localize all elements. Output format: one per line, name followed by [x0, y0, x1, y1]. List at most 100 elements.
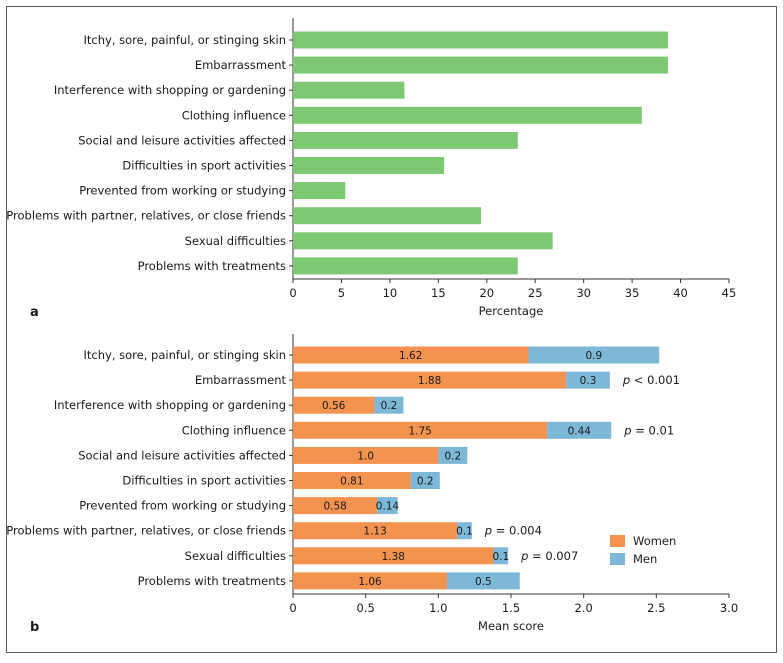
- legend-women-label: Women: [633, 534, 676, 548]
- panel-a-bar: [293, 81, 405, 99]
- panel-b-women-value-label: 0.81: [340, 476, 363, 488]
- panel-b-men-bar: [374, 396, 404, 414]
- panel-a-x-tick-label: 20: [479, 286, 494, 300]
- panel-a-x-tick-label: 15: [431, 286, 446, 300]
- p-value-text: = 0.007: [528, 549, 578, 563]
- panel-a-category-label: Itchy, sore, painful, or stinging skin: [84, 33, 286, 47]
- panel-a-category-label: Interference with shopping or gardening: [54, 83, 286, 97]
- panel-b-women-value-label: 1.75: [408, 425, 431, 437]
- panel-a-bar: [293, 257, 518, 275]
- panel-a-x-tick-label: 0: [289, 286, 296, 300]
- panel-b-women-bar: [293, 421, 548, 439]
- legend-men-swatch: [610, 553, 625, 565]
- panel-b-men-bar: [547, 421, 612, 439]
- panel-a-x-tick-label: 25: [528, 286, 543, 300]
- panel-b-category-label: Itchy, sore, painful, or stinging skin: [84, 348, 286, 362]
- legend-men-label: Men: [633, 552, 657, 566]
- panel-b-category-label: Embarrassment: [195, 373, 287, 387]
- panel-a-x-tick-label: 35: [625, 286, 640, 300]
- panel-a-category-label: Social and leisure activities affected: [78, 133, 286, 147]
- legend: Women Men: [610, 534, 676, 566]
- panel-a-category-label: Sexual difficulties: [185, 234, 286, 248]
- panel-a-category-label: Prevented from working or studying: [79, 184, 286, 198]
- panel-b-men-bar: [528, 346, 660, 364]
- panel-b-women-value-label: 1.06: [358, 576, 382, 588]
- panel-b-xlabel: Mean score: [478, 619, 544, 633]
- panel-b-category-label: Prevented from working or studying: [79, 499, 286, 513]
- p-symbol: p: [622, 373, 630, 387]
- panel-a-bar: [293, 31, 668, 49]
- panel-a-bar: [293, 157, 445, 174]
- panel-a-bar: [293, 232, 553, 250]
- panel-b-men-value-label: 0.5: [475, 576, 492, 588]
- panel-b-men-value-label: 0.2: [381, 400, 398, 412]
- p-symbol: p: [623, 423, 631, 437]
- panel-a-xlabel: Percentage: [479, 304, 544, 318]
- panel-b-women-bar: [293, 446, 439, 464]
- panel-a-x-tick-label: 30: [576, 286, 591, 300]
- panel-b-women-bar: [293, 396, 375, 414]
- panel-a-bar: [293, 56, 668, 74]
- panel-b-men-value-label: 0.1: [456, 526, 473, 538]
- panel-a-letter: a: [30, 305, 39, 320]
- panel-b-men-value-label: 0.9: [585, 350, 602, 362]
- panel-b-x-tick-label: 0: [289, 601, 296, 615]
- panel-b-women-bar: [293, 472, 411, 489]
- panel-b-p-value-annotation: p = 0.007: [520, 549, 578, 563]
- panel-a-bar: [293, 207, 481, 225]
- panel-b-women-value-label: 0.58: [323, 501, 346, 513]
- panel-b-men-value-label: 0.14: [376, 501, 400, 513]
- panel-b-women-bar: [293, 346, 529, 364]
- p-value-text: = 0.004: [492, 524, 542, 538]
- panel-b-men-bar: [457, 522, 472, 540]
- panel-a-x-tick-label: 10: [383, 286, 398, 300]
- legend-women-swatch: [610, 535, 625, 547]
- panel-b-men-bar: [566, 371, 610, 389]
- panel-b-men-value-label: 0.1: [492, 551, 509, 563]
- panel-b-x-tick-label: 0.5: [357, 601, 375, 615]
- panel-b-men-bar: [493, 547, 509, 565]
- panel-b-category-label: Interference with shopping or gardening: [54, 398, 286, 412]
- panel-b-x-tick-label: 1.5: [502, 601, 520, 615]
- panel-a-bar: [293, 106, 642, 124]
- panel-b-women-bar: [293, 522, 458, 540]
- panel-b-women-value-label: 1.13: [363, 526, 386, 538]
- panel-b-x-tick-label: 1.0: [429, 601, 447, 615]
- panel-a-category-label: Difficulties in sport activities: [122, 159, 286, 173]
- panel-b-category-label: Difficulties in sport activities: [122, 474, 286, 488]
- panel-a-x-tick-label: 5: [338, 286, 345, 300]
- panel-a-category-label: Embarrassment: [195, 58, 287, 72]
- panel-b-women-value-label: 1.0: [357, 450, 374, 462]
- panel-a-chart: Itchy, sore, painful, or stinging skin Em…: [6, 18, 736, 300]
- panel-b-category-label: Sexual difficulties: [185, 549, 286, 563]
- panel-b-women-value-label: 1.88: [418, 375, 441, 387]
- panel-b-category-label: Clothing influence: [182, 423, 286, 437]
- panel-b-men-bar: [447, 572, 520, 590]
- panel-b-x-tick-label: 2.0: [575, 601, 593, 615]
- panel-b-men-bar: [410, 472, 440, 489]
- panel-b-chart: Itchy, sore, painful, or stinging skin 1.…: [6, 334, 738, 615]
- panel-b-women-bar: [293, 572, 448, 590]
- p-value-text: < 0.001: [630, 373, 680, 387]
- panel-b-men-value-label: 0.2: [445, 450, 462, 462]
- panel-b-women-value-label: 1.38: [382, 551, 405, 563]
- panel-b-category-label: Social and leisure activities affected: [78, 448, 286, 462]
- panel-b-x-tick-label: 3.0: [720, 601, 738, 615]
- panel-b-women-bar: [293, 497, 378, 515]
- panel-b-letter: b: [30, 620, 39, 635]
- figure-border: [6, 6, 777, 653]
- p-value-text: = 0.01: [632, 423, 675, 437]
- panel-a-category-label: Problems with partner, relatives, or clo…: [6, 209, 286, 223]
- panel-b-p-value-annotation: p = 0.01: [623, 423, 674, 437]
- panel-b-men-bar: [377, 497, 398, 515]
- panel-b-women-bar: [293, 371, 567, 389]
- panel-b-women-bar: [293, 547, 494, 565]
- p-symbol: p: [520, 549, 528, 563]
- panel-b-men-value-label: 0.2: [417, 476, 434, 488]
- p-symbol: p: [484, 524, 492, 538]
- panel-b-p-value-annotation: p < 0.001: [622, 373, 680, 387]
- panel-a-bar: [293, 131, 518, 149]
- panel-b-men-value-label: 0.44: [568, 425, 592, 437]
